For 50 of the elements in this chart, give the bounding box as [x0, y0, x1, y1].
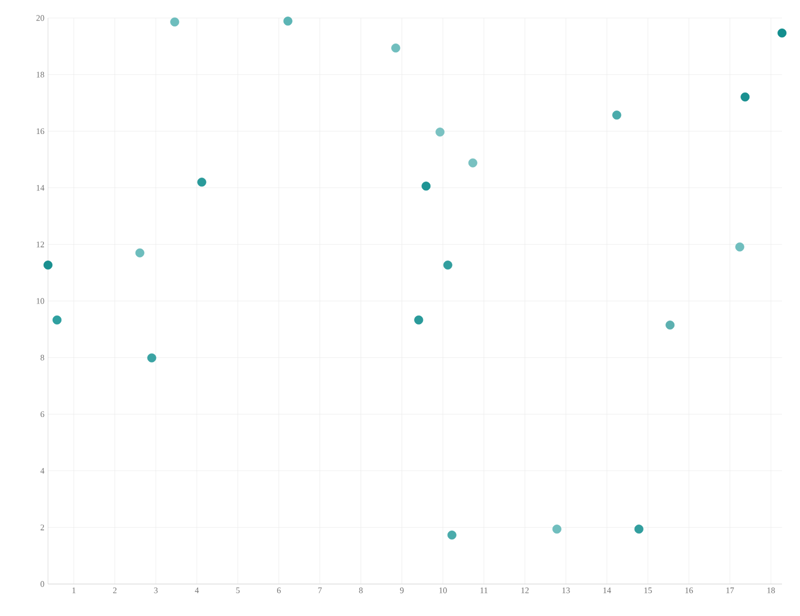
- point: [666, 320, 675, 330]
- y-tick-label: 2: [40, 524, 44, 530]
- point: [147, 353, 156, 362]
- y-tick-label: 14: [36, 184, 44, 191]
- x-tick-label: 15: [644, 588, 652, 594]
- point: [468, 158, 478, 168]
- x-tick-label: 8: [359, 588, 363, 594]
- y-tick-label: 18: [36, 72, 44, 78]
- point: [170, 17, 180, 26]
- y-tick-label: 4: [40, 468, 44, 474]
- x-tick-label: 18: [767, 588, 775, 594]
- point: [612, 110, 622, 120]
- point: [283, 16, 292, 26]
- y-tick-label: 12: [36, 242, 44, 248]
- x-tick-label: 6: [277, 588, 281, 594]
- point: [634, 524, 644, 534]
- point: [447, 530, 456, 540]
- x-tick-label: 10: [439, 588, 447, 594]
- point: [443, 260, 452, 270]
- x-tick-label: 14: [603, 588, 612, 594]
- x-tick-label: 12: [521, 588, 529, 594]
- y-tick-label: 16: [36, 128, 44, 134]
- x-tick-label: 9: [400, 588, 404, 594]
- y-tick-label: 10: [36, 298, 44, 304]
- x-tick-label: 2: [113, 588, 116, 594]
- y-tick-label: 6: [40, 411, 44, 418]
- y-tick-label: 8: [40, 354, 44, 360]
- point: [436, 128, 445, 137]
- y-tick-label: 0: [40, 581, 44, 587]
- point: [552, 524, 562, 534]
- x-tick-label: 3: [154, 588, 158, 594]
- point: [414, 315, 424, 324]
- point: [135, 248, 144, 258]
- point: [391, 43, 400, 52]
- point: [44, 260, 52, 270]
- y-tick-label: 20: [36, 15, 44, 21]
- point: [735, 242, 744, 252]
- point: [422, 182, 431, 191]
- x-tick-label: 1: [72, 588, 76, 594]
- point: [197, 178, 206, 187]
- point: [778, 28, 787, 38]
- x-tick-label: 13: [562, 588, 570, 594]
- point: [52, 315, 62, 324]
- x-tick-label: 7: [318, 588, 322, 594]
- x-tick-label: 5: [236, 588, 240, 594]
- x-tick-label: 11: [480, 588, 488, 594]
- x-tick-label: 17: [726, 588, 734, 594]
- x-tick-label: 4: [194, 588, 199, 594]
- x-tick-label: 16: [685, 588, 693, 594]
- point: [740, 92, 750, 102]
